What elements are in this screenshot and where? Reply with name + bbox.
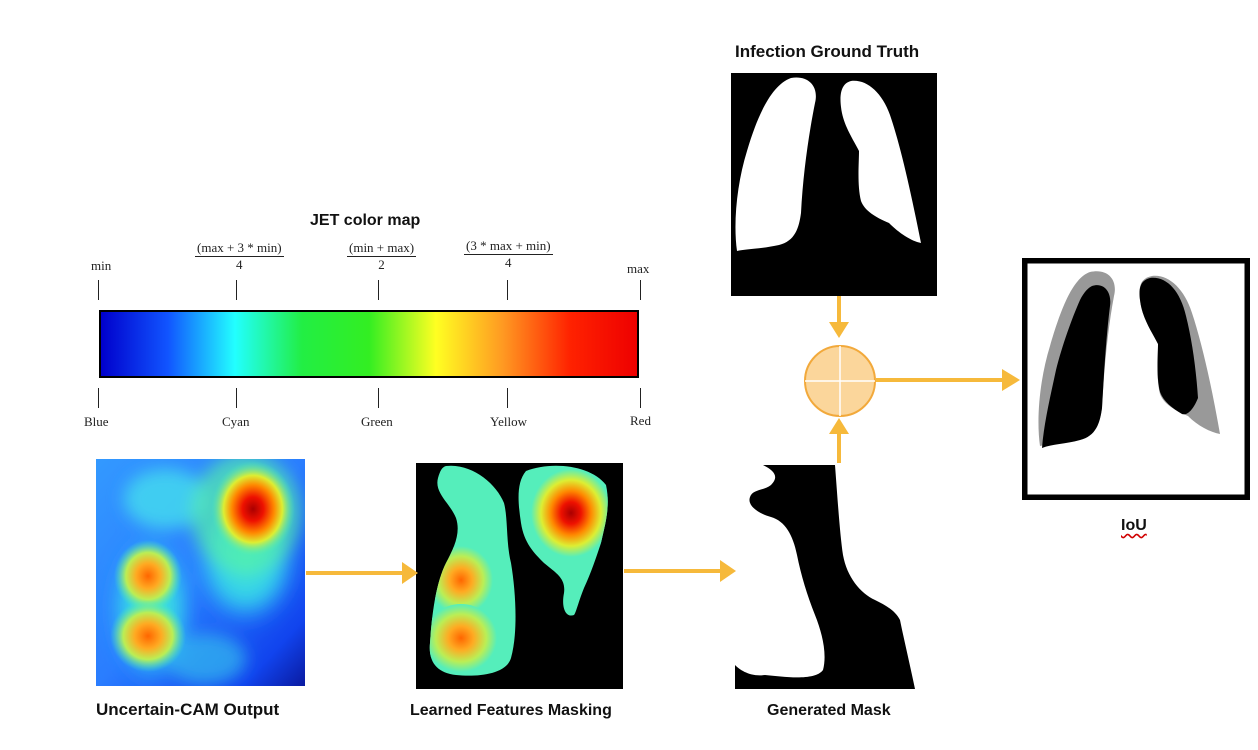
colormap-yellow-label: Yellow xyxy=(490,414,527,429)
colormap-bottom-tick xyxy=(378,388,379,408)
arrow-generated-to-combine xyxy=(829,418,849,463)
colormap-min-label: min xyxy=(91,258,112,273)
colormap-bottom-tick xyxy=(507,388,508,408)
generated-mask-image xyxy=(735,465,939,689)
generated-mask-label: Generated Mask xyxy=(767,702,891,719)
colormap-blue-label: Blue xyxy=(84,414,109,429)
colormap-cyan-label: Cyan xyxy=(222,414,250,429)
colormap-quarter-label: (max + 3 * min) 4 xyxy=(195,240,284,272)
iou-label: IoU xyxy=(1121,517,1147,534)
colormap-bottom-tick xyxy=(98,388,99,408)
colormap-red-label: Red xyxy=(630,413,651,428)
iou-result-image xyxy=(1022,258,1250,500)
jet-colorbar xyxy=(99,310,639,378)
combine-node xyxy=(804,345,876,417)
colormap-top-tick xyxy=(98,280,99,300)
colormap-green-label: Green xyxy=(361,414,393,429)
learned-features-image xyxy=(416,463,623,689)
colormap-top-tick xyxy=(507,280,508,300)
arrow-masking-to-generated xyxy=(624,560,736,582)
arrow-combine-to-iou xyxy=(876,369,1020,391)
learned-features-label: Learned Features Masking xyxy=(410,702,612,719)
colormap-title: JET color map xyxy=(310,212,421,229)
colormap-bottom-tick xyxy=(236,388,237,408)
uncertain-cam-label: Uncertain-CAM Output xyxy=(96,700,280,719)
ground-truth-image xyxy=(731,73,937,296)
colormap-top-tick xyxy=(378,280,379,300)
arrow-groundtruth-to-combine xyxy=(829,296,849,338)
colormap-bottom-tick xyxy=(640,388,641,408)
uncertain-cam-heatmap xyxy=(96,459,305,686)
colormap-half-label: (min + max) 2 xyxy=(347,240,417,272)
arrow-cam-to-masking xyxy=(306,562,418,584)
colormap-top-tick xyxy=(236,280,237,300)
colormap-three-quarter-label: (3 * max + min) 4 xyxy=(464,238,553,270)
colormap-max-label: max xyxy=(627,261,650,276)
ground-truth-title: Infection Ground Truth xyxy=(735,42,920,61)
colormap-top-tick xyxy=(640,280,641,300)
